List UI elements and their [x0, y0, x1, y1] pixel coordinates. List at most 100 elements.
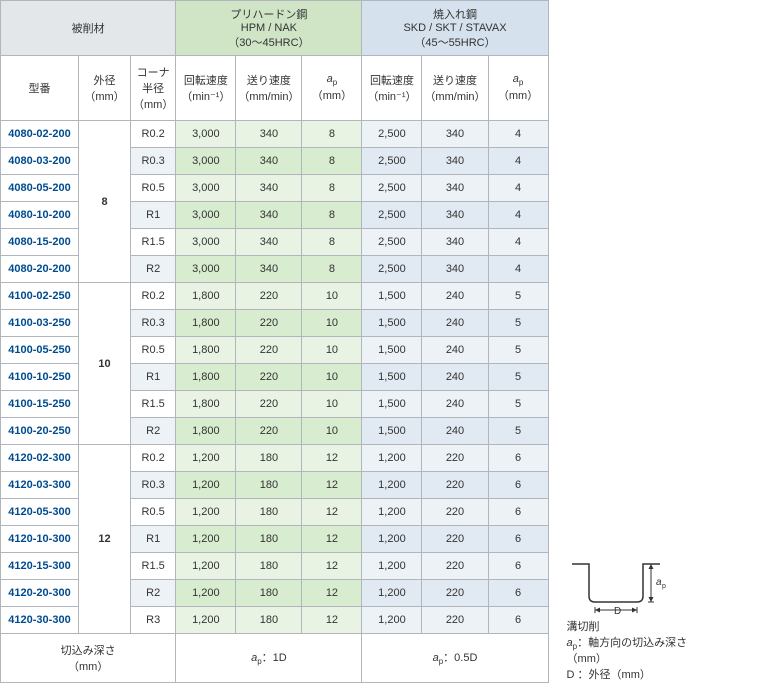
- cell-value: 12: [302, 580, 362, 607]
- cell-value: 340: [422, 256, 488, 283]
- cell-type: 4120-20-300: [1, 580, 79, 607]
- cell-value: 5: [488, 391, 548, 418]
- footer-depth: 切込み深さ （mm）: [1, 634, 176, 683]
- cell-value: 220: [422, 472, 488, 499]
- cell-value: 6: [488, 607, 548, 634]
- cell-value: 220: [422, 445, 488, 472]
- cell-value: 220: [422, 553, 488, 580]
- cell-value: 1,200: [176, 499, 236, 526]
- cell-value: 8: [302, 229, 362, 256]
- cell-value: 240: [422, 364, 488, 391]
- cell-value: 2,500: [362, 256, 422, 283]
- cell-value: 12: [302, 472, 362, 499]
- cell-value: 8: [302, 202, 362, 229]
- cell-value: 12: [302, 445, 362, 472]
- cell-type: 4100-20-250: [1, 418, 79, 445]
- cell-type: 4120-02-300: [1, 445, 79, 472]
- cell-value: R2: [131, 418, 176, 445]
- cell-value: 12: [302, 499, 362, 526]
- cell-value: 180: [236, 472, 302, 499]
- cell-value: 1,500: [362, 391, 422, 418]
- cell-value: 180: [236, 607, 302, 634]
- cell-value: 2,500: [362, 148, 422, 175]
- col-feed-hard: 送り速度 （mm/min）: [422, 56, 488, 121]
- note-d: D ：外径（mm）: [567, 668, 717, 683]
- table-row: 4100-02-25010R0.21,800220101,5002405: [1, 283, 549, 310]
- col-type: 型番: [1, 56, 79, 121]
- cell-type: 4120-30-300: [1, 607, 79, 634]
- cell-value: 1,800: [176, 310, 236, 337]
- cell-value: R0.5: [131, 499, 176, 526]
- cell-value: 240: [422, 391, 488, 418]
- cell-type: 4120-03-300: [1, 472, 79, 499]
- cell-value: 340: [236, 148, 302, 175]
- col-feed-pre: 送り速度 （mm/min）: [236, 56, 302, 121]
- col-speed-hard: 回転速度 （min⁻¹）: [362, 56, 422, 121]
- col-ap-hard: ap （mm）: [488, 56, 548, 121]
- cell-value: 6: [488, 553, 548, 580]
- cell-value: 3,000: [176, 121, 236, 148]
- cell-value: 180: [236, 499, 302, 526]
- cell-value: 220: [422, 607, 488, 634]
- cell-value: 220: [236, 418, 302, 445]
- cell-value: 220: [236, 337, 302, 364]
- cell-value: 240: [422, 283, 488, 310]
- cell-value: 4: [488, 256, 548, 283]
- cell-value: 1,800: [176, 364, 236, 391]
- cell-value: 180: [236, 445, 302, 472]
- cell-value: 4: [488, 229, 548, 256]
- cell-value: 220: [422, 526, 488, 553]
- cell-value: 1,200: [362, 607, 422, 634]
- cell-dia: 12: [79, 445, 131, 634]
- cell-value: 6: [488, 526, 548, 553]
- cell-value: 1,200: [176, 526, 236, 553]
- cell-value: 5: [488, 418, 548, 445]
- cell-value: 1,200: [362, 526, 422, 553]
- cell-value: 220: [236, 283, 302, 310]
- cell-value: 240: [422, 310, 488, 337]
- cell-value: 6: [488, 445, 548, 472]
- cell-value: 180: [236, 580, 302, 607]
- cell-type: 4100-02-250: [1, 283, 79, 310]
- cell-value: 10: [302, 310, 362, 337]
- cell-value: 1,200: [176, 553, 236, 580]
- cell-value: R0.3: [131, 310, 176, 337]
- cell-value: 340: [236, 256, 302, 283]
- cell-dia: 8: [79, 121, 131, 283]
- cell-value: 1,800: [176, 283, 236, 310]
- cell-value: 8: [302, 256, 362, 283]
- cell-value: R1.5: [131, 553, 176, 580]
- cell-value: R1.5: [131, 229, 176, 256]
- cell-value: 1,200: [176, 472, 236, 499]
- cell-value: 10: [302, 283, 362, 310]
- note-ap: ap：軸方向の切込み深さ（mm）: [567, 636, 717, 668]
- cell-value: 220: [236, 364, 302, 391]
- cell-value: 5: [488, 337, 548, 364]
- cell-value: 1,500: [362, 283, 422, 310]
- cell-value: 12: [302, 607, 362, 634]
- cell-value: R1: [131, 202, 176, 229]
- table-row: 4120-02-30012R0.21,200180121,2002206: [1, 445, 549, 472]
- cell-value: 1,200: [176, 607, 236, 634]
- cell-value: 8: [302, 148, 362, 175]
- cell-type: 4100-10-250: [1, 364, 79, 391]
- cell-value: 1,500: [362, 310, 422, 337]
- cell-value: 220: [422, 499, 488, 526]
- cell-value: 340: [236, 229, 302, 256]
- cell-value: R1: [131, 364, 176, 391]
- cell-value: 5: [488, 364, 548, 391]
- cell-value: 3,000: [176, 202, 236, 229]
- cell-value: 340: [422, 229, 488, 256]
- cell-value: 220: [236, 391, 302, 418]
- cell-value: R3: [131, 607, 176, 634]
- footer-ap-pre: ap：1D: [176, 634, 362, 683]
- cell-value: R0.2: [131, 121, 176, 148]
- cell-value: 10: [302, 391, 362, 418]
- cell-value: 10: [302, 364, 362, 391]
- cell-value: 180: [236, 553, 302, 580]
- cell-value: 12: [302, 553, 362, 580]
- cell-value: 3,000: [176, 256, 236, 283]
- hdr-prehardened: プリハードン鋼 HPM / NAK （30～45HRC）: [176, 1, 362, 56]
- cell-value: 4: [488, 175, 548, 202]
- cell-value: 180: [236, 526, 302, 553]
